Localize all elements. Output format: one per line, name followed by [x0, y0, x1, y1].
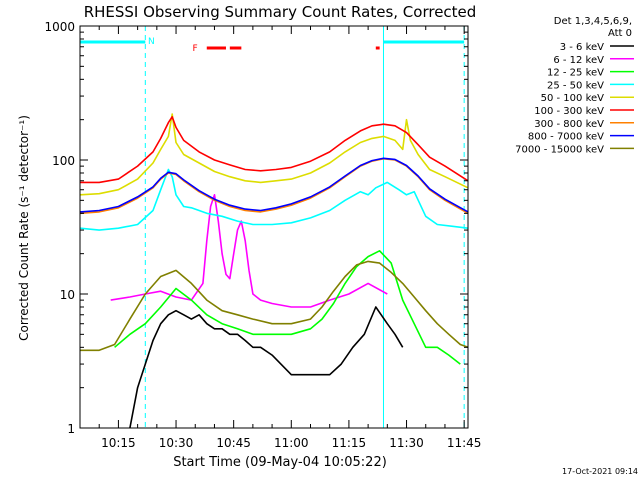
annotation-N: N	[148, 37, 155, 47]
series-lines	[79, 113, 469, 429]
y-tick-label: 10	[60, 288, 75, 302]
footer-date: 17-Oct-2021 09:14	[562, 467, 638, 476]
plot-frame	[79, 25, 469, 429]
series-line-6	[80, 116, 469, 184]
legend-label-9: 7000 - 15000 keV	[515, 144, 604, 155]
chart-title: RHESSI Observing Summary Count Rates, Co…	[84, 3, 477, 21]
legend-label-4: 25 - 50 keV	[547, 80, 604, 91]
series-line-5	[79, 113, 469, 196]
series-line-8	[79, 157, 469, 213]
y-axis-label: Corrected Count Rate (s⁻¹ detector⁻¹)	[17, 115, 31, 341]
series-line-1	[129, 306, 404, 429]
legend-label-7: 300 - 800 keV	[534, 119, 604, 130]
x-tick-label: 11:00	[274, 436, 309, 450]
series-line-9	[80, 260, 469, 352]
legend-label-1: 3 - 6 keV	[560, 42, 604, 53]
series-line-2	[110, 194, 388, 308]
legend-label-3: 12 - 25 keV	[547, 68, 604, 79]
annotation-F: F	[192, 44, 197, 54]
x-tick-label: 11:15	[332, 436, 367, 450]
x-tick-label: 10:30	[159, 436, 194, 450]
x-tick-label: 10:45	[216, 436, 251, 450]
x-tick-label: 11:30	[389, 436, 424, 450]
y-tick-label: 100	[52, 154, 75, 168]
legend-header-line-1: Det 1,3,4,5,6,9,	[554, 16, 632, 27]
legend-label-5: 50 - 100 keV	[541, 93, 605, 104]
axes: 1 10 100 1000 10:15 10:30 10:45 11:00 11:15 11:30…	[44, 20, 481, 450]
time-bands: NF	[80, 37, 465, 54]
x-axis-label: Start Time (09-May-04 10:05:22)	[173, 455, 387, 470]
series-line-3	[114, 250, 461, 365]
x-tick-label: 11:45	[447, 436, 482, 450]
legend-label-6: 100 - 300 keV	[534, 106, 604, 117]
x-tick-label: 10:15	[101, 436, 136, 450]
legend-header-line-2: Att 0	[608, 28, 632, 39]
legend: Det 1,3,4,5,6,9,Att 0 3 - 6 keV 6 - 12 keV…	[515, 16, 634, 155]
series-line-4	[79, 168, 469, 231]
legend-label-8: 800 - 7000 keV	[528, 132, 604, 143]
y-tick-label: 1	[67, 422, 75, 436]
legend-label-2: 6 - 12 keV	[553, 55, 604, 66]
y-tick-label: 1000	[44, 20, 75, 34]
